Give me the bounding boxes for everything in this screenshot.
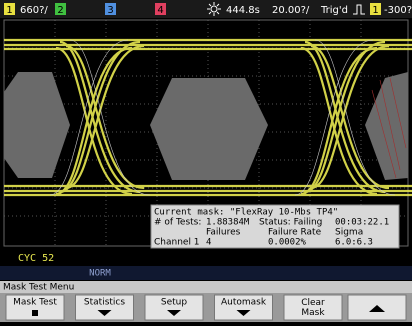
trigger-status: Trig'd <box>320 5 348 16</box>
mask-status: Status: Failing <box>259 218 322 228</box>
ch1-number: 1 <box>6 5 12 16</box>
softkey-face[interactable] <box>283 294 343 321</box>
cycle-counter: CYC 52 <box>18 253 54 264</box>
softkey-label[interactable]: Setup <box>161 298 187 308</box>
ch3-number: 3 <box>107 5 113 16</box>
trigger-level: -300? <box>384 5 412 16</box>
trigger-source: 1 <box>372 5 378 16</box>
softkey-indicator[interactable] <box>32 310 38 316</box>
mask-region-left <box>4 72 70 178</box>
softkey-arrow[interactable] <box>236 310 251 316</box>
time-scale: 20.00?/ <box>272 5 310 16</box>
ch2-number: 2 <box>57 5 63 16</box>
softkey-face[interactable] <box>144 294 204 321</box>
current-mask: Current mask: "FlexRay 10-Mbs TP4" <box>154 208 338 218</box>
mask-info-box <box>150 204 400 249</box>
softkey-label[interactable]: Statistics <box>84 298 125 308</box>
menu-title: Mask Test Menu <box>3 283 74 293</box>
softkey-arrow[interactable] <box>167 310 181 316</box>
menu-title-bar <box>0 281 412 293</box>
softkey-arrow[interactable] <box>97 310 112 316</box>
acq-mode: NORM <box>89 269 111 279</box>
softkey[interactable]: Automask <box>214 294 273 321</box>
ch3-badge <box>105 3 116 15</box>
col-sigma: Sigma <box>335 228 363 238</box>
softkey[interactable]: Statistics <box>75 294 134 321</box>
ch4-badge <box>155 3 166 15</box>
softkey[interactable]: Setup <box>144 294 204 321</box>
time-delay: 444.8s <box>226 5 260 16</box>
softkey-label[interactable]: Automask <box>221 298 267 308</box>
row-channel: Channel 1 <box>154 238 200 248</box>
sun-icon <box>207 2 221 16</box>
ch1-scale: 660?/ <box>20 5 48 16</box>
softkey-label[interactable]: Clear Mask <box>301 298 325 318</box>
ch2-badge <box>55 3 66 15</box>
col-failures: Failures <box>206 228 241 238</box>
softkey-bar <box>0 293 412 322</box>
mask-region-right <box>365 72 408 180</box>
trigger-edge-icon <box>353 4 365 15</box>
tests-value: 1.88384M <box>206 218 250 228</box>
ch4-number: 4 <box>157 5 163 16</box>
col-failure-rate: Failure Rate <box>268 228 322 238</box>
row-failure-rate: 0.0002% <box>268 238 307 248</box>
eye-traces-faint <box>49 39 396 196</box>
mask-violations <box>371 77 407 179</box>
mask-region-center <box>150 78 268 180</box>
softkey-up[interactable] <box>347 294 407 321</box>
row-failures: 4 <box>206 238 211 248</box>
row-sigma: 6.0:6.3 <box>335 238 373 248</box>
eye-traces <box>4 38 412 197</box>
softkey[interactable]: Clear Mask <box>283 294 343 321</box>
status-bar <box>0 0 412 18</box>
tests-label: # of Tests: <box>154 218 201 228</box>
acq-bar <box>0 266 412 280</box>
ch1-badge <box>4 3 15 15</box>
softkey-label[interactable]: Mask Test <box>13 298 57 308</box>
elapsed-time: 00:03:22.1 <box>335 218 389 228</box>
trigger-source-badge <box>370 3 381 15</box>
softkey[interactable]: Mask Test <box>5 294 65 321</box>
